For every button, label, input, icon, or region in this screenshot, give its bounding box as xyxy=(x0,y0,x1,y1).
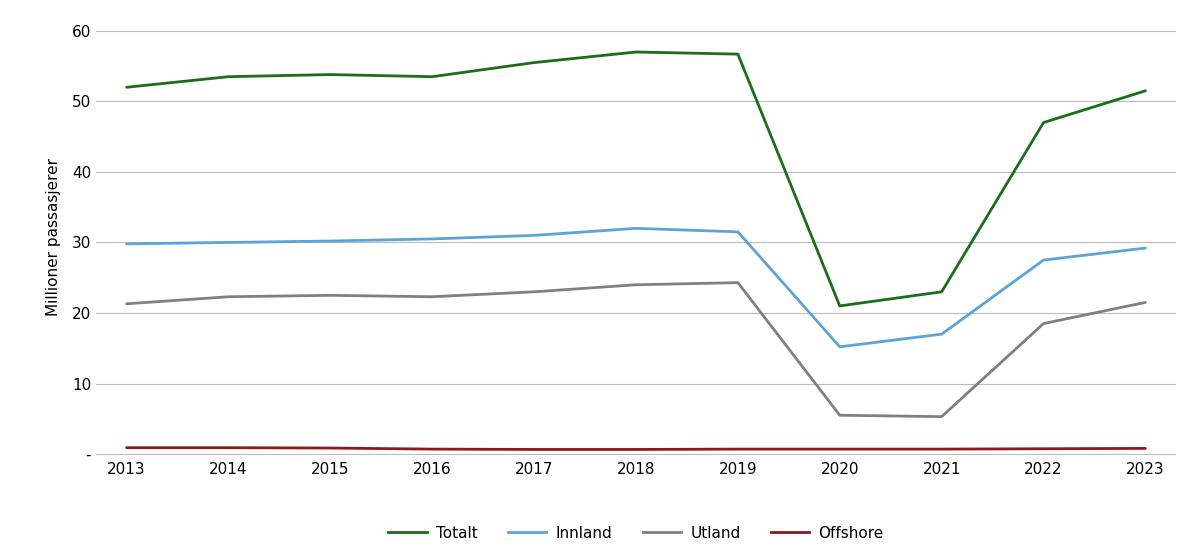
Offshore xyxy=(833,446,847,453)
Offshore xyxy=(425,446,439,453)
Offshore xyxy=(527,446,541,453)
Totalt xyxy=(323,71,337,78)
Totalt xyxy=(833,302,847,309)
Offshore xyxy=(1037,445,1051,452)
Offshore xyxy=(221,444,235,451)
Utland xyxy=(1037,320,1051,327)
Innland xyxy=(527,232,541,239)
Innland xyxy=(935,331,949,338)
Totalt xyxy=(1037,119,1051,126)
Totalt xyxy=(935,288,949,295)
Innland xyxy=(1037,257,1051,263)
Totalt xyxy=(731,51,745,57)
Innland xyxy=(833,344,847,350)
Y-axis label: Millioner passasjerer: Millioner passasjerer xyxy=(46,158,61,316)
Utland xyxy=(221,294,235,300)
Innland xyxy=(119,240,133,247)
Totalt xyxy=(527,59,541,66)
Totalt xyxy=(425,73,439,80)
Utland xyxy=(425,294,439,300)
Line: Innland: Innland xyxy=(126,228,1146,347)
Utland xyxy=(935,413,949,420)
Line: Totalt: Totalt xyxy=(126,52,1146,306)
Totalt xyxy=(119,84,133,90)
Utland xyxy=(323,292,337,299)
Innland xyxy=(731,229,745,235)
Line: Offshore: Offshore xyxy=(126,448,1146,449)
Innland xyxy=(221,239,235,246)
Utland xyxy=(731,280,745,286)
Innland xyxy=(629,225,643,232)
Totalt xyxy=(1139,88,1153,94)
Offshore xyxy=(1139,445,1153,452)
Totalt xyxy=(221,73,235,80)
Utland xyxy=(629,281,643,288)
Offshore xyxy=(119,444,133,451)
Utland xyxy=(527,288,541,295)
Offshore xyxy=(629,446,643,453)
Innland xyxy=(323,238,337,244)
Offshore xyxy=(935,446,949,453)
Offshore xyxy=(323,445,337,451)
Innland xyxy=(1139,245,1153,252)
Utland xyxy=(833,412,847,418)
Utland xyxy=(1139,299,1153,306)
Utland xyxy=(119,300,133,307)
Offshore xyxy=(731,446,745,453)
Totalt xyxy=(629,49,643,55)
Innland xyxy=(425,235,439,242)
Line: Utland: Utland xyxy=(126,283,1146,417)
Legend: Totalt, Innland, Utland, Offshore: Totalt, Innland, Utland, Offshore xyxy=(383,519,889,547)
